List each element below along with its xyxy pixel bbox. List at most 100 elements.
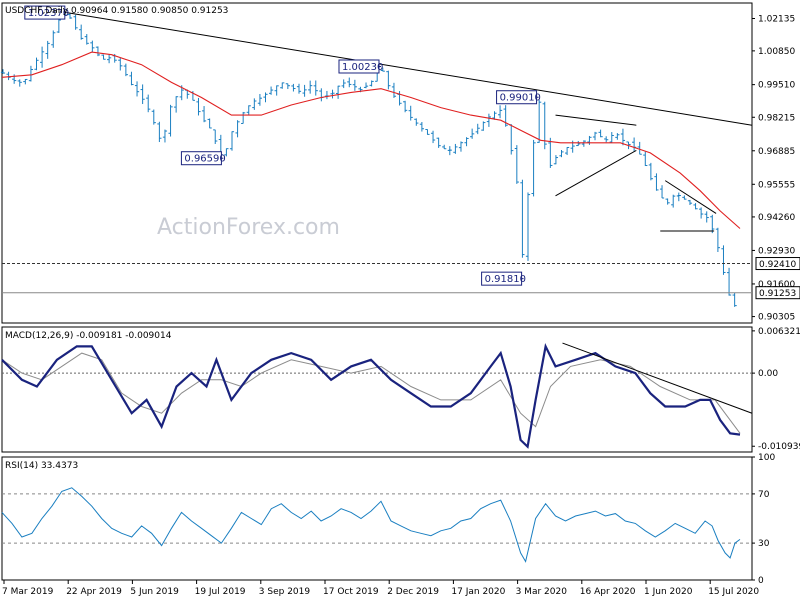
candlestick	[514, 145, 519, 184]
price-trendline	[555, 149, 637, 197]
candlestick	[581, 140, 586, 147]
candlestick	[330, 89, 335, 99]
candlestick	[615, 133, 620, 140]
candlestick	[537, 100, 542, 143]
panel-frames	[1, 2, 753, 581]
price-annotation-label: 1.00230	[342, 62, 383, 73]
candlestick	[380, 67, 385, 72]
candlestick	[168, 104, 173, 137]
panel-headers: USDCHF,Daily 0.90964 0.91580 0.90850 0.9…	[5, 6, 228, 471]
candlestick	[229, 131, 235, 151]
candlestick	[201, 106, 207, 123]
candlestick	[207, 118, 212, 129]
macd-line	[1, 342, 741, 449]
candlestick	[704, 211, 709, 223]
candlestick	[134, 81, 140, 97]
x-tick-label: 1 Jun 2020	[644, 587, 693, 597]
x-tick-label: 19 Jul 2019	[195, 587, 246, 597]
rsi-y-tick-label: 100	[758, 453, 775, 463]
candlestick	[67, 12, 73, 19]
candlestick	[363, 82, 369, 89]
reference-label: 0.91253	[759, 289, 796, 299]
price-y-tick-label: 0.99510	[758, 81, 795, 91]
candlestick	[162, 129, 168, 143]
candlestick	[341, 79, 346, 89]
price-y-tick-label: 0.91600	[758, 280, 795, 290]
candlestick	[403, 100, 408, 113]
candlestick	[84, 34, 89, 45]
candlestick	[308, 80, 313, 94]
candlestick	[213, 129, 218, 144]
candlestick	[676, 192, 681, 202]
price-annotation-label: 0.91810	[485, 274, 526, 285]
candlestick	[6, 71, 11, 81]
candlestick	[224, 148, 229, 157]
candlestick	[296, 83, 302, 94]
candlestick	[648, 162, 653, 181]
candlestick	[51, 30, 56, 48]
candlestick	[369, 80, 374, 87]
macd-panel-title: MACD(12,26,9) -0.009181 -0.009014	[5, 331, 172, 341]
price-y-tick-label: 0.98215	[758, 113, 795, 123]
candlestick	[252, 98, 257, 110]
candlestick	[0, 69, 6, 74]
candlestick	[23, 78, 28, 85]
candlestick	[95, 46, 101, 57]
candlestick	[291, 83, 296, 92]
moving-average-line	[1, 51, 741, 229]
candlestick	[17, 79, 22, 87]
candlestick	[665, 198, 670, 205]
price-y-tick-label: 0.92930	[758, 246, 795, 256]
candlestick	[721, 245, 726, 275]
candlestick	[732, 292, 737, 307]
candlestick	[28, 65, 34, 82]
candlestick	[453, 143, 458, 154]
price-y-tick-label: 0.95555	[758, 180, 795, 190]
candlestick	[475, 123, 480, 135]
macd-y-tick-label: -0.010939	[758, 442, 800, 452]
candlestick	[643, 151, 648, 167]
candlestick	[140, 84, 145, 105]
rsi-panel-title: RSI(14) 33.4373	[5, 461, 78, 471]
candlestick	[268, 86, 274, 95]
candlestick	[609, 132, 614, 143]
x-axis: 7 Mar 2019 22 Apr 2019 5 Jun 2019 19 Jul 20…	[2, 580, 759, 597]
candlestick	[620, 128, 626, 146]
watermark: ActionForex.com	[157, 215, 340, 240]
candlestick	[531, 139, 536, 197]
candlestick	[118, 57, 123, 71]
candlestick	[123, 63, 128, 77]
panel-frame-macd	[1, 326, 753, 453]
candlestick	[699, 207, 704, 219]
panel-frame-rsi	[1, 456, 753, 581]
candlestick	[726, 267, 732, 296]
x-tick-label: 16 Apr 2020	[580, 587, 636, 597]
candlestick	[576, 140, 581, 147]
macd-trendline	[562, 342, 753, 414]
x-tick-label: 7 Mar 2019	[2, 587, 54, 597]
candlestick	[107, 54, 112, 64]
candlestick	[548, 137, 553, 168]
candlestick	[481, 121, 486, 131]
candlestick	[280, 82, 285, 89]
rsi-y-tick-label: 30	[758, 539, 770, 549]
price-panel-title: USDCHF,Daily 0.90964 0.91580 0.90850 0.9…	[5, 6, 228, 16]
candlestick	[564, 146, 570, 156]
candlestick	[604, 136, 609, 143]
candlestick	[715, 227, 720, 252]
price-trendline	[66, 12, 753, 126]
candlestick	[336, 85, 341, 99]
candlestick	[196, 97, 201, 116]
x-tick-label: 17 Oct 2019	[323, 587, 379, 597]
candlestick	[414, 118, 419, 126]
price-trendline	[664, 180, 717, 214]
macd-y-tick-label: 0.00	[758, 369, 778, 379]
candlestick	[497, 105, 503, 119]
candlestick	[458, 141, 464, 152]
candlestick	[430, 130, 436, 144]
candlestick	[302, 84, 307, 97]
price-annotation-label: 0.96590	[184, 154, 225, 165]
candlestick	[470, 128, 475, 139]
reference-label-box	[755, 257, 800, 271]
